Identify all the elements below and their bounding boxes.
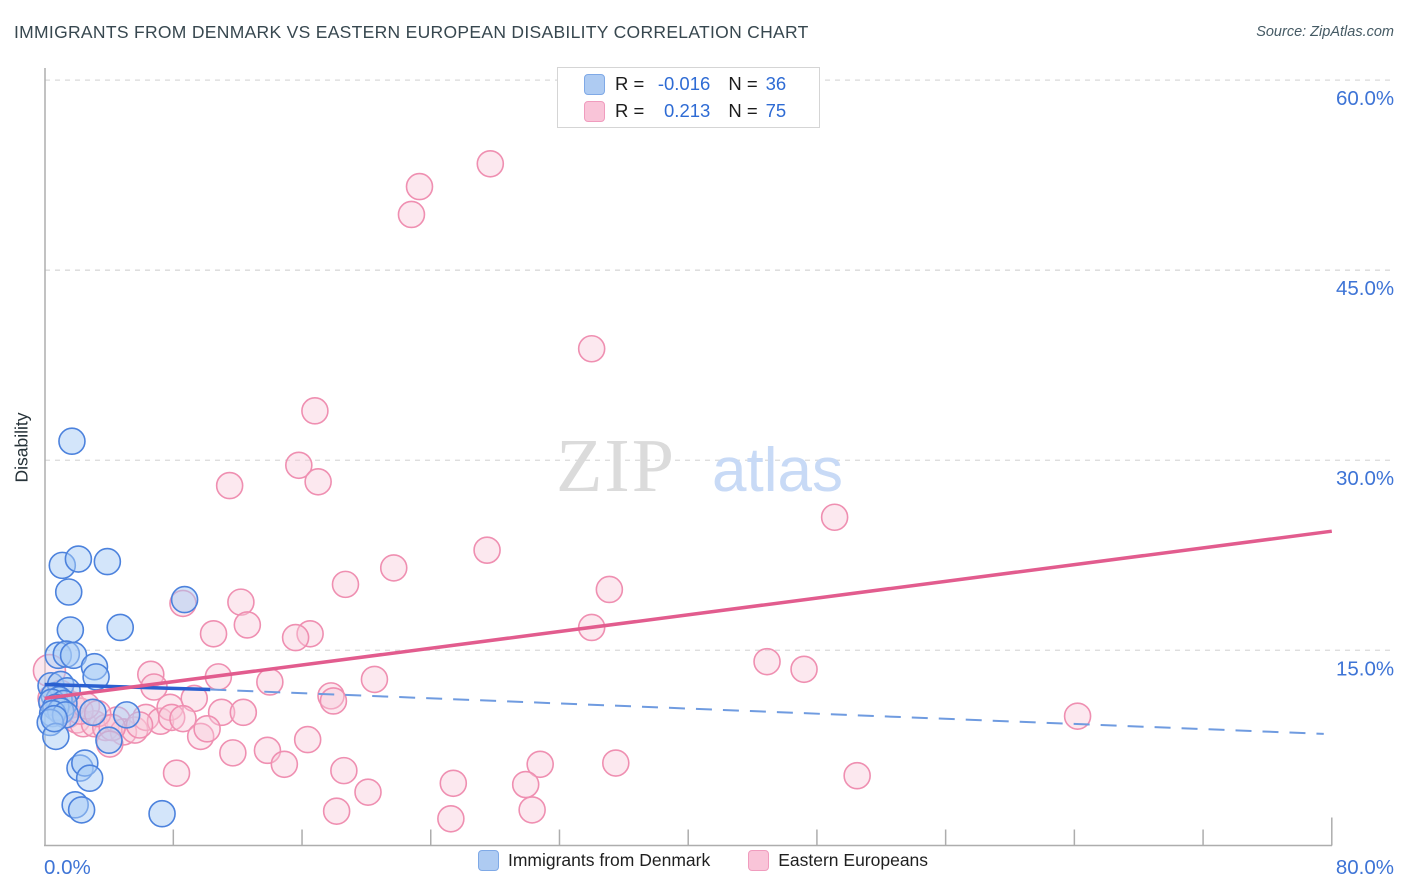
scatter-point-eastern[interactable]	[518, 796, 546, 824]
scatter-point-eastern[interactable]	[790, 655, 818, 684]
n-label: N =	[728, 100, 758, 121]
scatter-point-denmark[interactable]	[93, 547, 122, 576]
chart-legend: Immigrants from Denmark Eastern European…	[0, 850, 1406, 871]
scatter-point-eastern[interactable]	[199, 619, 228, 648]
scatter-point-denmark[interactable]	[56, 616, 85, 644]
scatter-point-eastern[interactable]	[157, 703, 186, 732]
scatter-point-eastern[interactable]	[227, 588, 255, 616]
scatter-point-denmark[interactable]	[170, 585, 199, 614]
scatter-point-denmark[interactable]	[95, 726, 123, 755]
scatter-point-eastern[interactable]	[215, 471, 244, 500]
scatter-point-eastern[interactable]	[219, 739, 247, 767]
scatter-point-eastern[interactable]	[439, 769, 468, 798]
scatter-point-eastern[interactable]	[820, 503, 849, 532]
y-tick-label: 30.0%	[1336, 467, 1394, 490]
legend-entry-eastern[interactable]: Eastern Europeans	[748, 850, 928, 871]
scatter-point-eastern[interactable]	[379, 554, 408, 582]
y-tick-label: 15.0%	[1336, 657, 1394, 680]
scatter-point-eastern[interactable]	[193, 715, 221, 743]
watermark-zip: ZIP	[556, 424, 676, 508]
scatter-point-eastern[interactable]	[397, 200, 426, 229]
scatter-point-eastern[interactable]	[511, 770, 540, 799]
scatter-point-eastern[interactable]	[301, 397, 329, 425]
eastern-swatch-icon	[748, 850, 770, 871]
scatter-point-denmark[interactable]	[112, 701, 141, 729]
scatter-point-denmark[interactable]	[58, 427, 86, 456]
scatter-point-denmark[interactable]	[148, 799, 176, 828]
scatter-point-denmark[interactable]	[64, 545, 93, 573]
scatter-point-eastern[interactable]	[293, 725, 322, 754]
x-min-label: 0.0%	[44, 856, 91, 879]
scatter-point-denmark[interactable]	[59, 641, 88, 670]
correlation-stats-box: R = -0.016 N = 36 R = 0.213 N = 75	[557, 67, 820, 128]
legend-label: Eastern Europeans	[778, 850, 929, 870]
r-value-eastern: 0.213	[664, 100, 711, 121]
scatter-point-eastern[interactable]	[1063, 702, 1092, 730]
r-label: R =	[615, 73, 645, 94]
scatter-point-eastern[interactable]	[601, 749, 630, 777]
scatter-point-eastern[interactable]	[354, 778, 382, 806]
scatter-point-denmark[interactable]	[82, 663, 110, 691]
scatter-point-eastern[interactable]	[281, 623, 310, 652]
scatter-point-denmark[interactable]	[75, 764, 104, 793]
scatter-point-eastern[interactable]	[330, 756, 358, 785]
scatter-point-eastern[interactable]	[162, 759, 191, 787]
denmark-swatch-icon	[477, 850, 499, 871]
scatter-point-eastern[interactable]	[577, 334, 606, 363]
scatter-point-denmark[interactable]	[54, 578, 83, 606]
scatter-point-eastern[interactable]	[473, 536, 501, 564]
n-value-eastern: 75	[765, 100, 787, 121]
r-label: R =	[615, 100, 645, 121]
scatter-point-eastern[interactable]	[146, 707, 175, 736]
page-title: IMMIGRANTS FROM DENMARK VS EASTERN EUROP…	[14, 22, 809, 42]
scatter-point-eastern[interactable]	[304, 467, 332, 496]
stats-row-eastern: R = 0.213 N = 75	[584, 98, 809, 124]
trendline-denmark-dashed	[210, 688, 1324, 735]
denmark-swatch-icon	[584, 73, 605, 95]
scatter-point-eastern[interactable]	[360, 665, 389, 694]
scatter-point-eastern[interactable]	[476, 149, 505, 178]
scatter-point-eastern[interactable]	[322, 797, 351, 825]
scatter-point-denmark[interactable]	[106, 613, 135, 642]
scatter-point-eastern[interactable]	[169, 704, 197, 733]
scatter-point-eastern[interactable]	[229, 698, 258, 727]
eastern-swatch-icon	[584, 100, 605, 122]
n-value-denmark: 36	[765, 73, 787, 94]
scatter-point-denmark[interactable]	[40, 704, 69, 733]
r-value-denmark: -0.016	[657, 73, 711, 94]
legend-label: Immigrants from Denmark	[507, 850, 711, 870]
watermark-atlas: atlas	[712, 436, 843, 505]
scatter-point-eastern[interactable]	[331, 570, 360, 599]
scatter-point-eastern[interactable]	[526, 750, 554, 779]
scatter-point-eastern[interactable]	[233, 611, 262, 639]
scatter-point-eastern[interactable]	[270, 750, 299, 779]
legend-entry-denmark[interactable]: Immigrants from Denmark	[477, 850, 711, 871]
scatter-point-eastern[interactable]	[437, 804, 465, 833]
x-max-label: 80.0%	[1336, 856, 1394, 879]
y-axis-title: Disability	[11, 412, 32, 483]
scatter-point-denmark[interactable]	[79, 698, 107, 727]
trendline-eastern-solid	[44, 529, 1333, 701]
source-attribution: Source: ZipAtlas.com	[1256, 24, 1394, 40]
scatter-point-eastern[interactable]	[753, 647, 781, 676]
y-tick-label: 45.0%	[1336, 277, 1394, 300]
n-label: N =	[728, 73, 758, 94]
scatter-point-eastern[interactable]	[405, 172, 434, 201]
scatter-point-eastern[interactable]	[319, 687, 348, 715]
scatter-point-eastern[interactable]	[285, 451, 313, 480]
scatter-point-eastern[interactable]	[595, 575, 624, 604]
y-tick-label: 60.0%	[1336, 87, 1394, 110]
scatter-point-denmark[interactable]	[67, 796, 96, 824]
scatter-point-eastern[interactable]	[843, 761, 871, 790]
stats-row-denmark: R = -0.016 N = 36	[584, 71, 809, 97]
